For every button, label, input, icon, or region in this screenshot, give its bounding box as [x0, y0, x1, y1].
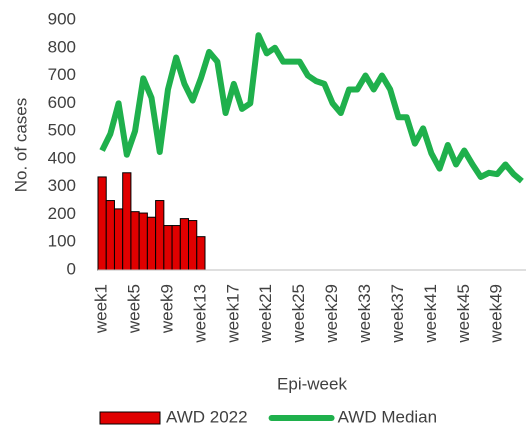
bar	[163, 225, 173, 271]
y-tick-label: 200	[48, 204, 76, 223]
bar	[97, 176, 107, 271]
x-axis-label: Epi-week	[277, 374, 347, 393]
y-tick-label: 800	[48, 37, 76, 56]
x-tick-label: week21	[256, 284, 275, 344]
bar	[113, 208, 124, 271]
x-tick-label: week5	[125, 284, 144, 334]
x-tick-label: week33	[355, 284, 374, 344]
y-tick-label: 300	[48, 176, 76, 195]
x-tick-label: week13	[190, 284, 209, 344]
y-tick-label: 900	[48, 9, 76, 28]
bar	[146, 216, 157, 271]
x-tick-label: week25	[289, 284, 308, 344]
bar	[155, 200, 165, 271]
bar	[138, 212, 148, 271]
legend-label: AWD Median	[338, 407, 438, 426]
x-tick-label: week45	[454, 284, 473, 344]
y-tick-label: 100	[48, 232, 76, 251]
y-tick-label: 400	[48, 148, 76, 167]
y-tick-label: 500	[48, 121, 76, 140]
y-tick-label: 700	[48, 65, 76, 84]
x-tick-label: week1	[92, 284, 111, 334]
x-tick-label: week9	[157, 284, 176, 334]
bar	[171, 225, 181, 271]
x-tick-label: week17	[223, 284, 242, 344]
y-tick-label: 0	[67, 259, 76, 278]
bar	[179, 218, 190, 271]
legend-label: AWD 2022	[166, 407, 248, 426]
x-tick-label: week29	[322, 284, 341, 344]
x-tick-label: week41	[421, 284, 440, 344]
bar	[122, 172, 132, 271]
y-tick-label: 600	[48, 93, 76, 112]
bar	[188, 220, 198, 271]
y-axis-label: No. of cases	[11, 98, 30, 193]
x-tick-label: week49	[487, 284, 506, 344]
bar	[196, 236, 206, 271]
line	[99, 32, 524, 184]
bar	[130, 211, 140, 271]
bar	[105, 200, 115, 271]
legend-swatch	[99, 411, 161, 425]
x-tick-label: week37	[388, 284, 407, 344]
